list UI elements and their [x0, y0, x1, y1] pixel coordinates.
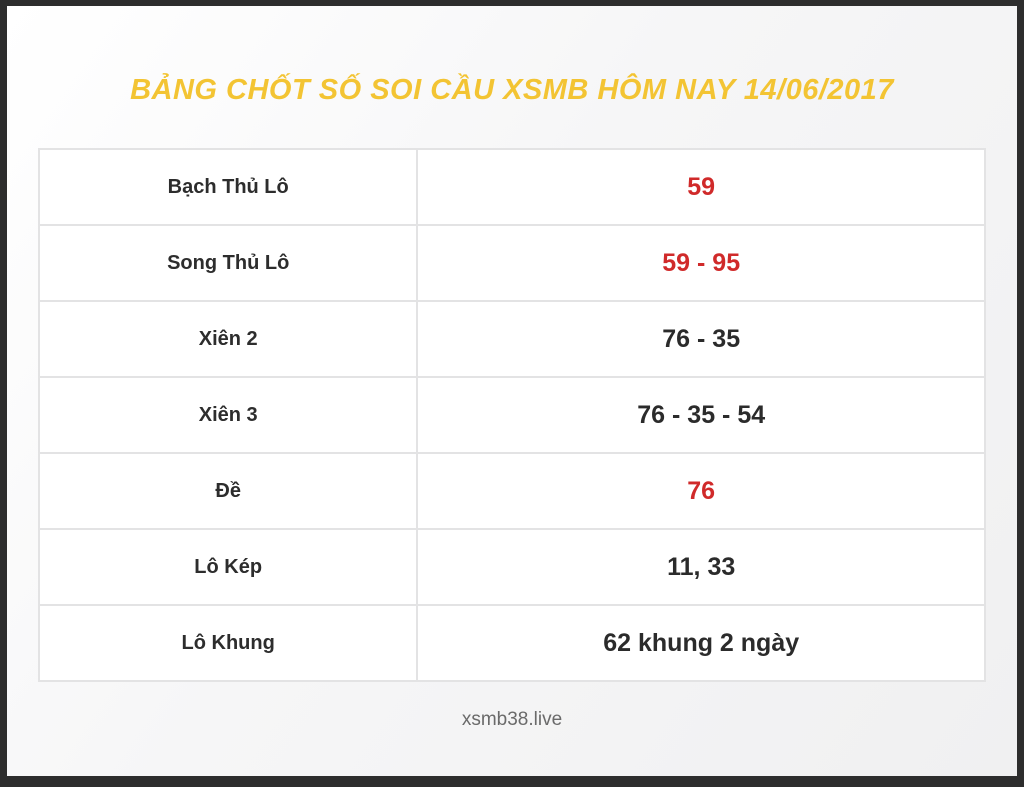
page-title: BẢNG CHỐT SỐ SOI CẦU XSMB HÔM NAY 14/06/…: [130, 74, 894, 106]
row-label: Lô Kép: [37, 528, 419, 606]
row-value: 11, 33: [416, 528, 986, 606]
table-row: Xiên 3 76 - 35 - 54: [37, 376, 986, 454]
page-background: BẢNG CHỐT SỐ SOI CẦU XSMB HÔM NAY 14/06/…: [7, 6, 1017, 776]
row-label: Lô Khung: [37, 604, 419, 682]
row-label: Đề: [37, 452, 419, 530]
prediction-table: Bạch Thủ Lô 59 Song Thủ Lô 59 - 95 Xiên …: [37, 148, 986, 682]
table-row: Lô Kép 11, 33: [37, 528, 986, 606]
table-row: Xiên 2 76 - 35: [37, 300, 986, 378]
table-row: Đề 76: [37, 452, 986, 530]
row-value: 59: [416, 148, 986, 226]
table-row: Bạch Thủ Lô 59: [37, 148, 986, 226]
table-row: Lô Khung 62 khung 2 ngày: [37, 604, 986, 682]
site-footer: xsmb38.live: [461, 709, 563, 730]
table-row: Song Thủ Lô 59 - 95: [37, 224, 986, 302]
row-label: Song Thủ Lô: [37, 224, 419, 302]
row-value: 76: [416, 452, 986, 530]
row-label: Xiên 3: [37, 376, 419, 454]
row-label: Bạch Thủ Lô: [37, 148, 419, 226]
row-value: 62 khung 2 ngày: [416, 604, 986, 682]
row-label: Xiên 2: [37, 300, 419, 378]
row-value: 59 - 95: [416, 224, 986, 302]
row-value: 76 - 35: [416, 300, 986, 378]
row-value: 76 - 35 - 54: [416, 376, 986, 454]
